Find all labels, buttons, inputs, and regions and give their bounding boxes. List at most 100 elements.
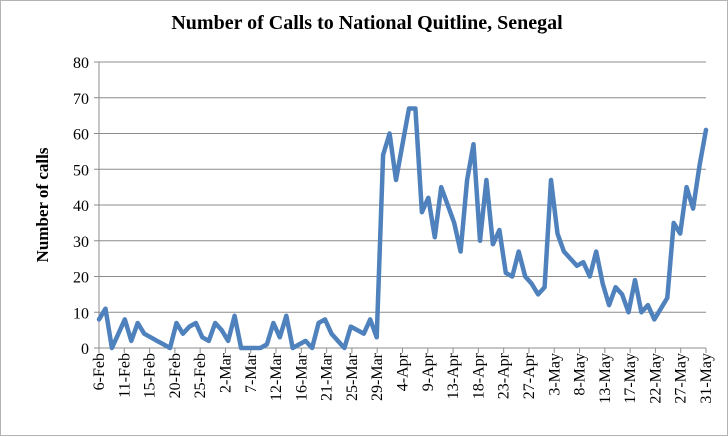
data-point [311, 347, 314, 350]
x-tick-label: 9-Apr [420, 352, 437, 391]
data-point [104, 307, 107, 310]
data-point [349, 325, 352, 328]
data-point [485, 179, 488, 182]
data-point [272, 322, 275, 325]
x-tick-label: 23-Apr [496, 352, 513, 399]
y-tick-labels: 0 10 20 30 40 50 60 70 80 [73, 55, 89, 358]
x-tick-label: 8-May [572, 353, 589, 396]
data-point [698, 164, 701, 167]
data-point [491, 243, 494, 246]
data-point [601, 282, 604, 285]
x-tick-label: 13-Apr [445, 352, 462, 399]
data-point [110, 347, 113, 350]
data-point [117, 332, 120, 335]
axes [94, 61, 707, 353]
data-point [414, 107, 417, 110]
y-axis-label: Number of calls [33, 147, 52, 262]
data-point [388, 132, 391, 135]
data-point [285, 314, 288, 317]
chart-title: Number of Calls to National Quitline, Se… [171, 12, 563, 34]
data-point [582, 261, 585, 264]
data-point [543, 286, 546, 289]
x-tick-label: 27-May [673, 353, 690, 404]
data-point [162, 343, 165, 346]
x-tick-label: 6-Feb [91, 353, 108, 390]
x-tick-label: 31-May [698, 353, 715, 404]
x-tick-label: 4-Apr [395, 352, 412, 391]
series-line-calls [96, 106, 709, 351]
y-tick-label-40: 40 [73, 198, 89, 215]
data-point [427, 196, 430, 199]
y-tick-label-60: 60 [73, 127, 89, 144]
data-point [466, 179, 469, 182]
data-point [343, 347, 346, 350]
data-point [188, 325, 191, 328]
data-point [446, 204, 449, 207]
data-point [524, 275, 527, 278]
data-point [123, 318, 126, 321]
x-tick-label: 2-Mar [217, 352, 234, 393]
data-point [530, 282, 533, 285]
x-tick-label: 21-Mar [319, 352, 336, 401]
data-point [646, 304, 649, 307]
data-point [259, 347, 262, 350]
data-point [511, 275, 514, 278]
x-tick-label: 29-Mar [369, 352, 386, 401]
data-point [401, 143, 404, 146]
data-point [453, 221, 456, 224]
data-point [207, 339, 210, 342]
data-point [595, 250, 598, 253]
data-point [298, 343, 301, 346]
data-point [679, 232, 682, 235]
data-point [472, 143, 475, 146]
x-tick-label: 20-Feb [167, 353, 184, 398]
data-point [181, 332, 184, 335]
data-point [246, 347, 249, 350]
x-tick-label: 25-Feb [192, 353, 209, 398]
x-tick-label: 16-Mar [293, 352, 310, 401]
data-point [634, 279, 637, 282]
data-point [588, 275, 591, 278]
data-point [265, 343, 268, 346]
data-point [169, 347, 172, 350]
data-point [291, 347, 294, 350]
data-point [395, 179, 398, 182]
x-tick-label: 3-May [546, 353, 563, 396]
data-point [621, 293, 624, 296]
x-tick-label: 25-Mar [344, 352, 361, 401]
data-point [98, 318, 101, 321]
data-point [569, 257, 572, 260]
data-point [705, 128, 708, 131]
data-point [659, 307, 662, 310]
data-point [562, 250, 565, 253]
data-point [517, 250, 520, 253]
x-tick-label: 22-May [647, 353, 664, 404]
data-point [498, 229, 501, 232]
data-point [672, 221, 675, 224]
x-tick-label: 12-Mar [268, 352, 285, 401]
data-point [479, 239, 482, 242]
data-point [136, 322, 139, 325]
data-point [459, 250, 462, 253]
x-tick-labels: 6-Feb 11-Feb 15-Feb 20-Feb 25-Feb 2-Mar 7-Mar 1… [91, 352, 715, 403]
data-point [420, 211, 423, 214]
data-point [608, 304, 611, 307]
data-point [143, 332, 146, 335]
data-point [130, 339, 133, 342]
data-point [356, 329, 359, 332]
data-point [317, 322, 320, 325]
data-point [433, 236, 436, 239]
data-point [304, 339, 307, 342]
data-point [504, 271, 507, 274]
x-tick-label: 13-May [597, 353, 614, 404]
y-tick-label-80: 80 [73, 55, 89, 72]
series-calls [96, 106, 709, 351]
y-tick-label-10: 10 [73, 305, 89, 322]
y-tick-label-70: 70 [73, 91, 89, 108]
data-point [614, 286, 617, 289]
data-point [640, 311, 643, 314]
data-point [550, 179, 553, 182]
data-point [240, 347, 243, 350]
